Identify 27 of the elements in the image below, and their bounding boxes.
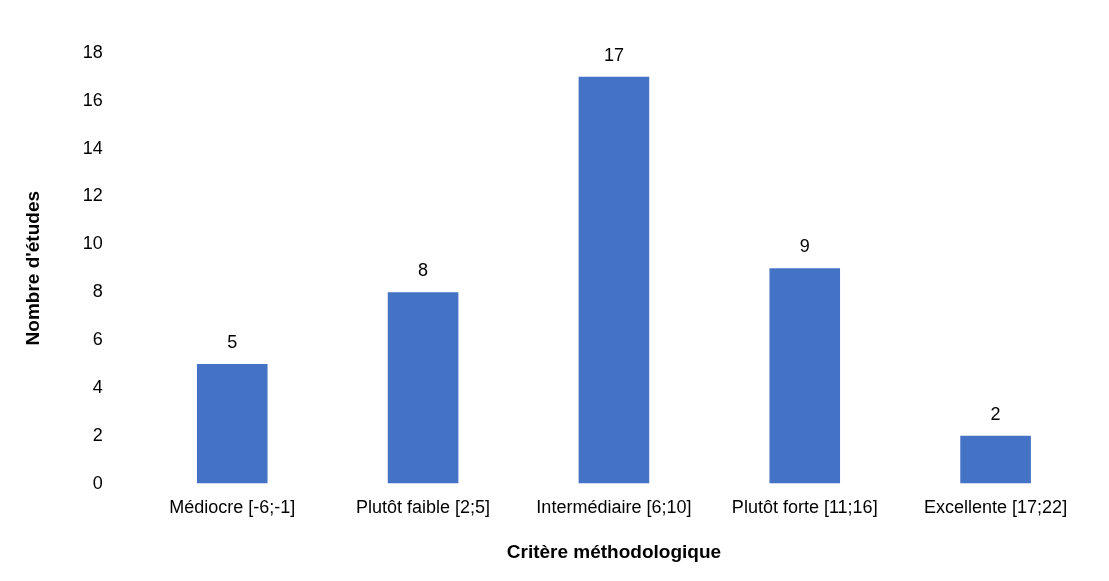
data-label: 2 — [990, 403, 1001, 424]
y-tick-label: 12 — [82, 185, 103, 206]
data-label: 5 — [227, 331, 238, 352]
x-tick-label: Plutôt forte [11;16] — [731, 497, 878, 518]
bar — [387, 292, 459, 484]
bar — [196, 363, 268, 484]
data-label: 9 — [799, 236, 810, 257]
y-tick-label: 18 — [82, 41, 103, 62]
x-tick-label: Excellente [17;22] — [924, 497, 1068, 518]
x-tick-label: Intermédiaire [6;10] — [536, 497, 692, 518]
y-tick-label: 6 — [92, 328, 103, 349]
y-tick-label: 4 — [92, 376, 103, 397]
y-tick-label: 8 — [92, 281, 103, 302]
y-tick-label: 16 — [82, 89, 103, 110]
y-tick-label: 0 — [92, 472, 103, 493]
bar — [960, 435, 1031, 484]
y-tick-label: 10 — [82, 233, 103, 254]
y-tick-label: 2 — [92, 424, 103, 445]
data-label: 17 — [603, 44, 624, 65]
x-axis-title: Critère méthodologique — [506, 540, 722, 562]
x-tick-label: Médiocre [-6;-1] — [169, 497, 296, 518]
bar — [769, 268, 841, 484]
bar — [578, 76, 650, 484]
data-label: 8 — [418, 260, 429, 281]
y-tick-label: 14 — [82, 137, 103, 158]
y-axis-title: Nombre d'études — [21, 190, 43, 346]
x-tick-label: Plutôt faible [2;5] — [356, 497, 491, 518]
